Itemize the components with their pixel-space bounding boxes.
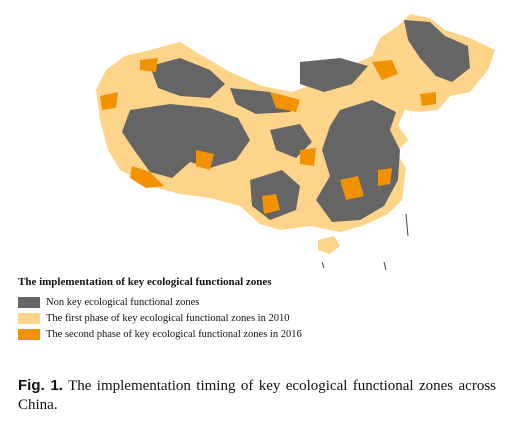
zone-region [122, 104, 250, 178]
zone-region [270, 124, 312, 158]
legend-label: The first phase of key ecological functi… [46, 312, 290, 324]
legend-swatch [18, 328, 40, 340]
caption: Fig. 1. The implementation timing of key… [18, 376, 496, 415]
zone-region [420, 92, 436, 106]
legend-title: The implementation of key ecological fun… [18, 276, 272, 288]
legend-label: Non key ecological functional zones [46, 296, 200, 308]
zone-region [404, 20, 470, 82]
zone-region [196, 150, 214, 170]
zone-region [300, 58, 368, 92]
zone-region [372, 60, 398, 80]
islands [321, 213, 409, 270]
zone-region [316, 100, 400, 222]
zone-region [262, 194, 280, 214]
zone-region [318, 236, 340, 254]
zone-region [270, 92, 300, 112]
zone-region [150, 58, 225, 98]
zone-region [100, 92, 118, 110]
china-map [96, 14, 495, 270]
legend-swatch [18, 312, 40, 324]
zone-region [300, 148, 316, 166]
caption-text: The implementation timing of key ecologi… [18, 378, 496, 413]
legend-item: Non key ecological functional zones [18, 294, 302, 310]
zone-region [140, 58, 158, 72]
zone-region [378, 168, 392, 186]
legend-swatch [18, 296, 40, 308]
zone-region [130, 166, 164, 188]
legend-label: The second phase of key ecological funct… [46, 328, 302, 340]
legend: The implementation of key ecological fun… [18, 276, 302, 342]
caption-label: Fig. 1. [18, 377, 63, 394]
legend-item: The first phase of key ecological functi… [18, 310, 302, 326]
legend-item: The second phase of key ecological funct… [18, 326, 302, 342]
zone-region [340, 176, 364, 200]
